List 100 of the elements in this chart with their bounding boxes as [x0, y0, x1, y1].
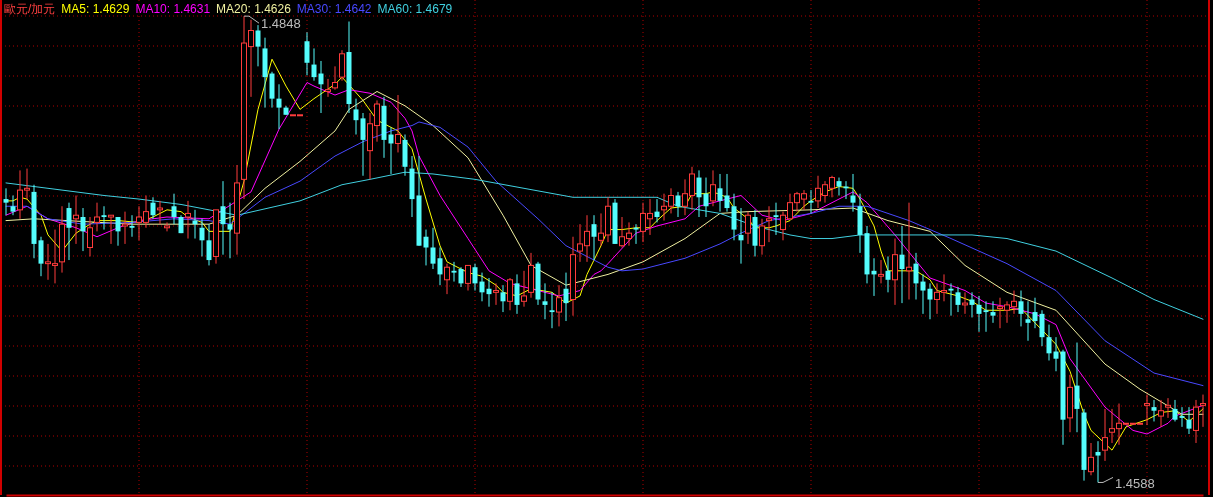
- candlestick: [1095, 440, 1101, 483]
- candlestick: [899, 225, 905, 304]
- candlestick: [955, 286, 961, 313]
- candlestick: [703, 177, 709, 218]
- candlestick: [318, 60, 324, 114]
- candlestick: [444, 263, 450, 295]
- candlestick: [1032, 297, 1038, 329]
- candlestick: [129, 214, 135, 238]
- candlestick: [1172, 399, 1178, 422]
- candlestick: [339, 49, 345, 82]
- candlestick: [591, 214, 597, 261]
- candlestick: [773, 202, 779, 236]
- text: MA5: 1.4629: [61, 2, 130, 16]
- candlestick: [472, 263, 478, 292]
- candlestick: [493, 282, 499, 306]
- text: MA20: 1.4626: [216, 2, 292, 16]
- candlestick: [1053, 336, 1059, 372]
- candlestick: [171, 193, 177, 225]
- candlestick: [836, 177, 842, 196]
- candlestick: [542, 282, 548, 320]
- candlestick: [1186, 406, 1192, 435]
- chart-title: 歐元/加元: [4, 2, 56, 16]
- candlestick: [87, 216, 93, 257]
- text: MA10: 1.4631: [135, 2, 211, 16]
- candlestick: [276, 83, 282, 130]
- candlestick: [157, 200, 163, 225]
- candlestick: [962, 291, 968, 315]
- candlestick: [556, 284, 562, 327]
- candlestick: [885, 255, 891, 293]
- candlestick: [633, 223, 639, 245]
- candlestick: [479, 272, 485, 302]
- candlestick: [451, 261, 457, 283]
- candlestick: [360, 112, 366, 177]
- candlestick: [1179, 406, 1185, 428]
- candlestick: [850, 173, 856, 213]
- candlestick: [122, 211, 128, 245]
- candlestick: [675, 191, 681, 218]
- candlestick: [969, 291, 975, 318]
- candlestick: [199, 218, 205, 257]
- candlestick: [395, 94, 401, 153]
- candlestick: [3, 187, 9, 216]
- candlestick: [94, 202, 100, 232]
- candlestick: [227, 202, 233, 259]
- candlestick: [724, 173, 730, 213]
- candlestick: [325, 78, 331, 98]
- candlestick: [1074, 342, 1080, 433]
- candlestick: [38, 236, 44, 277]
- candlestick: [311, 47, 317, 82]
- candlestick: [353, 98, 359, 136]
- annotation: 1.4588: [1115, 476, 1155, 492]
- candlestick: [1046, 324, 1052, 361]
- candlestick: [654, 198, 660, 223]
- candlestick: [927, 282, 933, 320]
- candlestick: [521, 270, 527, 308]
- candlestick: [738, 207, 744, 265]
- candlestick: [430, 227, 436, 270]
- candlestick: [115, 216, 121, 247]
- candlestick: [731, 193, 737, 241]
- candlestick: [563, 272, 569, 322]
- candlestick: [1088, 442, 1094, 476]
- candlestick: [465, 264, 471, 292]
- candlestick: [101, 205, 107, 231]
- candlestick: [1151, 399, 1157, 422]
- candlestick: [549, 291, 555, 329]
- candlestick: [1039, 309, 1045, 347]
- candlestick: [108, 214, 114, 245]
- candlestick: [500, 284, 506, 313]
- candlestick: [423, 229, 429, 266]
- candlestick: [1165, 397, 1171, 419]
- text: MA60: 1.4679: [377, 2, 453, 16]
- candlestick: [878, 259, 884, 284]
- candlestick: [150, 196, 156, 220]
- candlestick: [10, 194, 16, 216]
- candlestick: [1025, 300, 1031, 342]
- candlestick: [990, 300, 996, 324]
- candlestick: [304, 31, 310, 76]
- candlestick: [332, 65, 338, 91]
- candlestick: [80, 207, 86, 252]
- candlestick: [507, 277, 513, 311]
- candlestick: [458, 266, 464, 288]
- candlestick: [710, 169, 716, 207]
- candlestick: [1144, 394, 1150, 426]
- candlestick: [514, 273, 520, 315]
- candlestick: [1193, 399, 1199, 444]
- candlestick: [206, 223, 212, 266]
- candlestick: [66, 202, 72, 261]
- candlestick: [220, 180, 226, 256]
- candlestick: [717, 173, 723, 213]
- text: MA30: 1.4642: [296, 2, 372, 16]
- candlestick: [808, 189, 814, 214]
- candlestick: [696, 169, 702, 218]
- candlestick: [920, 273, 926, 315]
- candlestick: [164, 221, 170, 232]
- annotation: 1.4848: [261, 16, 301, 32]
- candlestick: [437, 247, 443, 286]
- candlestick: [948, 282, 954, 317]
- candlestick: [1102, 408, 1108, 462]
- candlestick: [766, 205, 772, 243]
- candlestick: [983, 300, 989, 333]
- candlestick: [255, 24, 261, 67]
